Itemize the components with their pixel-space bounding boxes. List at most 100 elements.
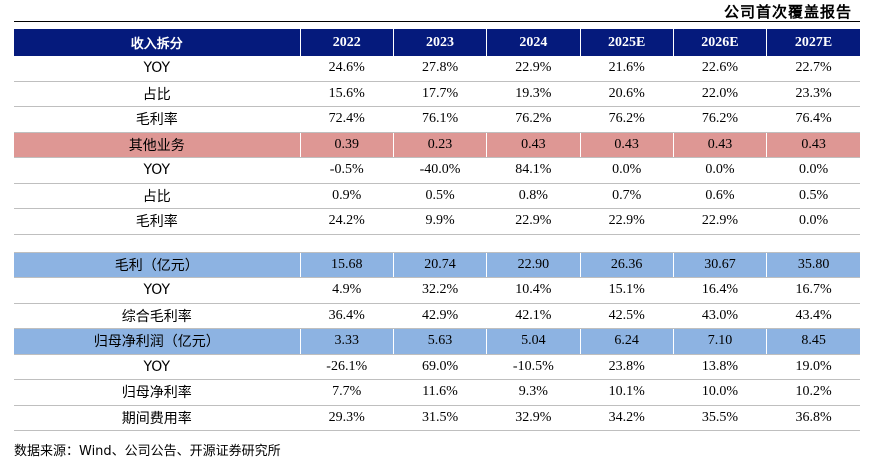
value-cell: 0.43 <box>672 132 767 158</box>
value-cell: 84.1% <box>486 157 580 184</box>
value-cell: 24.2% <box>299 208 394 235</box>
data-source-note: 数据来源：Wind、公司公告、开源证券研究所 <box>14 444 281 459</box>
value-cell: 72.4% <box>299 106 394 133</box>
value-cell: 42.1% <box>486 303 580 329</box>
value-cell: -10.5% <box>486 354 580 380</box>
value-cell: 11.6% <box>392 379 487 406</box>
value-cell: 15.6% <box>299 81 394 107</box>
header-cell-year: 2027E <box>766 29 860 56</box>
row-label-cell: 毛利率 <box>14 208 301 235</box>
row-label-cell: 其他业务 <box>14 132 301 158</box>
header-cell-year: 2022 <box>299 29 394 56</box>
row-label-cell: 期间费用率 <box>14 405 301 431</box>
value-cell: 0.9% <box>299 183 394 209</box>
value-cell: 3.33 <box>299 328 394 355</box>
revenue-breakdown-table: 收入拆分 2022 2023 2024 2025E 2026E 2027E YO… <box>14 29 860 431</box>
table-row: YOY 24.6% 27.8% 22.9% 21.6% 22.6% 22.7% <box>14 56 860 82</box>
value-cell: 8.45 <box>766 328 860 355</box>
value-cell: 23.3% <box>766 81 860 107</box>
value-cell: 76.1% <box>392 106 487 133</box>
value-cell: 0.43 <box>766 132 860 158</box>
value-cell: 0.5% <box>766 183 860 209</box>
value-cell: 0.7% <box>579 183 674 209</box>
value-cell: 42.5% <box>579 303 674 329</box>
value-cell: 26.36 <box>579 252 674 278</box>
row-label-cell: 毛利率 <box>14 106 301 133</box>
header-rule <box>14 21 860 22</box>
row-label-cell: 占比 <box>14 183 301 209</box>
header-cell-year: 2024 <box>486 29 580 56</box>
value-cell: 22.6% <box>672 56 767 82</box>
value-cell: 0.0% <box>766 208 860 235</box>
value-cell: 0.0% <box>672 157 767 184</box>
row-label-cell: 占比 <box>14 81 301 107</box>
table-row: 归母净利率 7.7% 11.6% 9.3% 10.1% 10.0% 10.2% <box>14 379 860 406</box>
value-cell: 9.3% <box>486 379 580 406</box>
value-cell <box>672 234 767 253</box>
value-cell: 0.0% <box>766 157 860 184</box>
row-label-cell <box>14 234 301 253</box>
table-row: 占比 0.9% 0.5% 0.8% 0.7% 0.6% 0.5% <box>14 183 860 209</box>
value-cell: 43.0% <box>672 303 767 329</box>
value-cell: -40.0% <box>392 157 487 184</box>
value-cell: 30.67 <box>672 252 767 278</box>
value-cell: 16.4% <box>672 277 767 304</box>
value-cell <box>299 234 394 253</box>
value-cell: 15.1% <box>579 277 674 304</box>
table-row: 毛利率 24.2% 9.9% 22.9% 22.9% 22.9% 0.0% <box>14 208 860 235</box>
value-cell: 76.4% <box>766 106 860 133</box>
value-cell: 5.63 <box>392 328 487 355</box>
value-cell: 20.6% <box>579 81 674 107</box>
value-cell: 13.8% <box>672 354 767 380</box>
value-cell: 22.9% <box>486 208 580 235</box>
value-cell: 4.9% <box>299 277 394 304</box>
spacer-row <box>14 234 860 253</box>
value-cell: 19.3% <box>486 81 580 107</box>
value-cell: -0.5% <box>299 157 394 184</box>
value-cell: 35.80 <box>766 252 860 278</box>
value-cell: 15.68 <box>299 252 394 278</box>
value-cell: 0.23 <box>392 132 487 158</box>
value-cell: -26.1% <box>299 354 394 380</box>
report-type-label: 公司首次覆盖报告 <box>723 3 852 21</box>
header-cell-label: 收入拆分 <box>14 29 301 56</box>
value-cell: 27.8% <box>392 56 487 82</box>
value-cell: 22.9% <box>486 56 580 82</box>
value-cell <box>766 234 860 253</box>
value-cell: 0.39 <box>299 132 394 158</box>
table-header-row: 收入拆分 2022 2023 2024 2025E 2026E 2027E <box>14 29 860 56</box>
value-cell <box>392 234 487 253</box>
table-row: 综合毛利率 36.4% 42.9% 42.1% 42.5% 43.0% 43.4% <box>14 303 860 329</box>
value-cell: 76.2% <box>486 106 580 133</box>
value-cell: 36.8% <box>766 405 860 431</box>
table-row: 毛利率 72.4% 76.1% 76.2% 76.2% 76.2% 76.4% <box>14 106 860 133</box>
value-cell: 31.5% <box>392 405 487 431</box>
row-label-cell: 归母净利率 <box>14 379 301 406</box>
value-cell: 29.3% <box>299 405 394 431</box>
value-cell: 32.2% <box>392 277 487 304</box>
value-cell: 6.24 <box>579 328 674 355</box>
value-cell: 36.4% <box>299 303 394 329</box>
value-cell: 35.5% <box>672 405 767 431</box>
value-cell: 7.7% <box>299 379 394 406</box>
header-cell-year: 2025E <box>579 29 674 56</box>
value-cell: 19.0% <box>766 354 860 380</box>
value-cell: 0.6% <box>672 183 767 209</box>
value-cell: 34.2% <box>579 405 674 431</box>
value-cell: 21.6% <box>579 56 674 82</box>
value-cell: 23.8% <box>579 354 674 380</box>
value-cell: 10.0% <box>672 379 767 406</box>
table-row: YOY -0.5% -40.0% 84.1% 0.0% 0.0% 0.0% <box>14 157 860 184</box>
value-cell: 76.2% <box>672 106 767 133</box>
value-cell: 10.1% <box>579 379 674 406</box>
value-cell: 10.2% <box>766 379 860 406</box>
value-cell: 0.0% <box>579 157 674 184</box>
row-label-cell: 毛利（亿元） <box>14 252 301 278</box>
row-label-cell: YOY <box>14 56 301 82</box>
value-cell: 10.4% <box>486 277 580 304</box>
value-cell: 76.2% <box>579 106 674 133</box>
value-cell <box>579 234 674 253</box>
value-cell: 69.0% <box>392 354 487 380</box>
table-row: 其他业务 0.39 0.23 0.43 0.43 0.43 0.43 <box>14 132 860 158</box>
value-cell: 16.7% <box>766 277 860 304</box>
